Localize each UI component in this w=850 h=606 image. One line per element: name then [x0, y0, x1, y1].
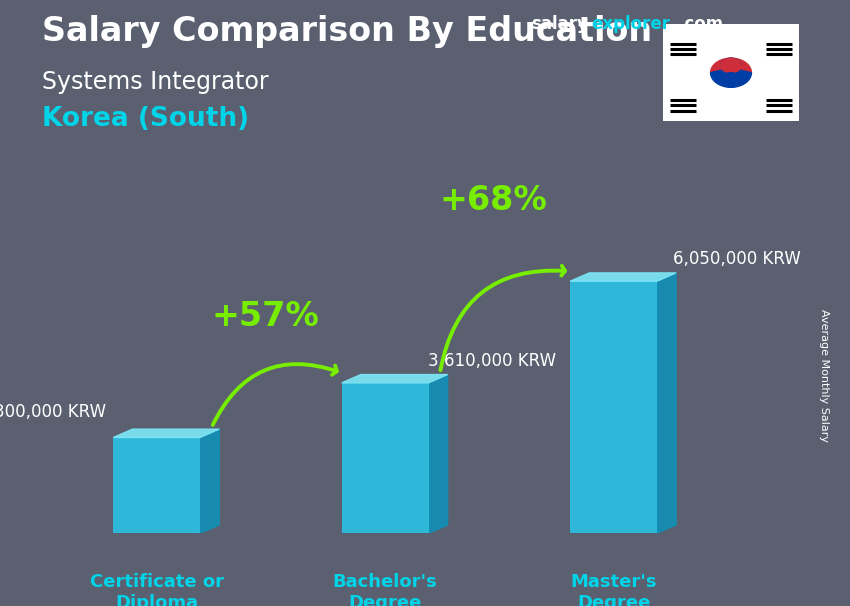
Circle shape: [721, 58, 741, 73]
Polygon shape: [342, 375, 448, 383]
Text: 6,050,000 KRW: 6,050,000 KRW: [673, 250, 801, 268]
Text: salary: salary: [531, 15, 588, 33]
Polygon shape: [711, 58, 751, 87]
Text: Salary Comparison By Education: Salary Comparison By Education: [42, 15, 653, 48]
Text: Master's
Degree: Master's Degree: [570, 573, 657, 606]
Bar: [570, 281, 657, 533]
Text: +57%: +57%: [212, 300, 319, 333]
Polygon shape: [428, 375, 448, 533]
Text: explorer: explorer: [591, 15, 670, 33]
Bar: [113, 438, 200, 533]
Text: 2,300,000 KRW: 2,300,000 KRW: [0, 403, 106, 421]
Text: Systems Integrator: Systems Integrator: [42, 70, 269, 94]
Text: Korea (South): Korea (South): [42, 106, 250, 132]
Text: Average Monthly Salary: Average Monthly Salary: [819, 309, 829, 442]
Text: .com: .com: [678, 15, 723, 33]
Text: Bachelor's
Degree: Bachelor's Degree: [333, 573, 438, 606]
Circle shape: [721, 73, 741, 87]
Text: +68%: +68%: [439, 184, 547, 217]
Text: Certificate or
Diploma: Certificate or Diploma: [90, 573, 224, 606]
Polygon shape: [711, 58, 751, 80]
Polygon shape: [570, 273, 676, 281]
Text: 3,610,000 KRW: 3,610,000 KRW: [428, 351, 557, 370]
Polygon shape: [657, 273, 676, 533]
Polygon shape: [113, 429, 219, 438]
Bar: [342, 383, 428, 533]
Polygon shape: [200, 429, 219, 533]
Circle shape: [690, 44, 772, 102]
